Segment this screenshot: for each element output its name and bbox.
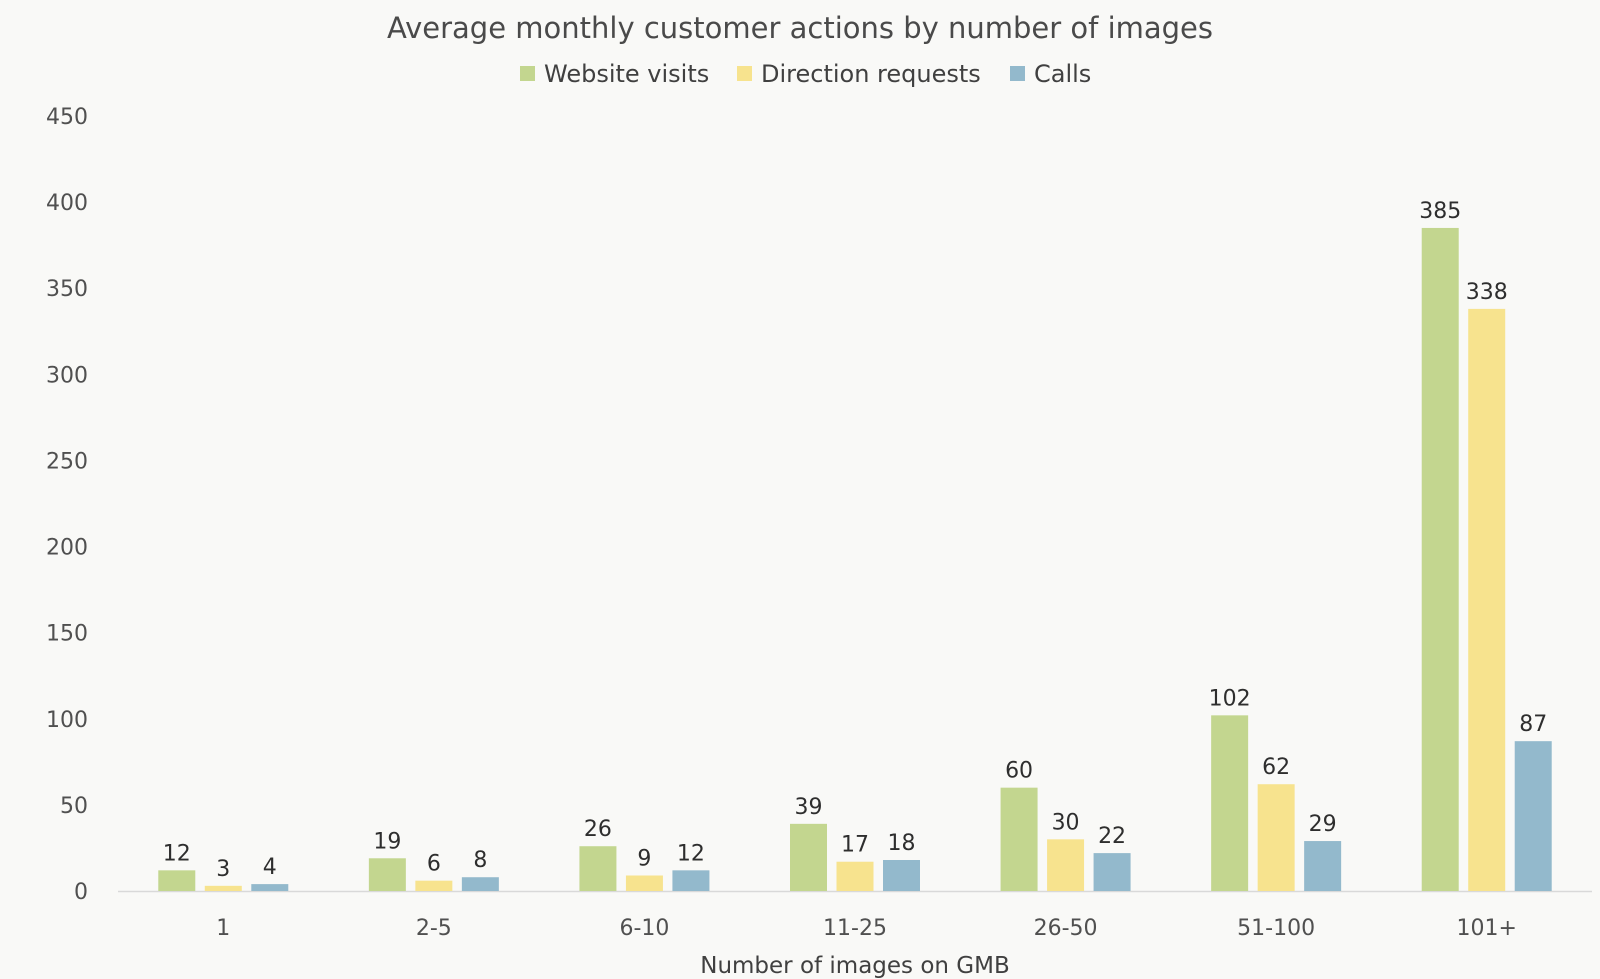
bar-website-visits-101-plus	[1421, 227, 1459, 891]
data-label-calls-26-50: 22	[1098, 824, 1126, 849]
y-tick-label-50: 50	[60, 794, 88, 819]
x-axis-title: Number of images on GMB	[700, 953, 1010, 979]
bar-calls-6-10	[672, 870, 710, 891]
y-tick-label-250: 250	[46, 449, 88, 474]
data-label-direction-requests-11-25: 17	[841, 833, 869, 858]
data-label-calls-2-5: 8	[473, 848, 487, 873]
data-label-calls-6-10: 12	[677, 841, 705, 866]
y-axis: 0 50 100 150 200 250 300 350 400 450	[46, 105, 88, 905]
data-label-website-visits-1: 12	[163, 841, 191, 866]
bar-website-visits-6-10	[579, 846, 617, 891]
legend-swatch-calls	[1010, 66, 1025, 81]
y-tick-label-350: 350	[46, 277, 88, 302]
y-tick-label-0: 0	[74, 880, 88, 905]
data-label-direction-requests-101-plus: 338	[1466, 280, 1508, 305]
legend: Website visits Direction requests Calls	[520, 60, 1091, 88]
y-tick-label-450: 450	[46, 105, 88, 130]
data-label-website-visits-6-10: 26	[584, 817, 612, 842]
bar-website-visits-2-5	[368, 858, 406, 891]
legend-swatch-direction-requests	[737, 66, 752, 81]
data-label-website-visits-101-plus: 385	[1419, 199, 1461, 224]
x-tick-label-1: 1	[216, 916, 230, 941]
plot-area: 12 3 4 19 6 8 26 9 12 39 17 18 60 30 22 102 62 29 385 338 87	[118, 199, 1592, 893]
legend-label-direction-requests: Direction requests	[761, 60, 981, 88]
bar-calls-11-25	[883, 860, 920, 891]
data-label-direction-requests-2-5: 6	[427, 852, 441, 877]
bar-direction-requests-101-plus	[1468, 308, 1506, 891]
x-tick-label-101-plus: 101+	[1456, 916, 1516, 941]
bar-calls-26-50	[1093, 853, 1131, 891]
bar-direction-requests-11-25	[836, 861, 874, 891]
data-label-direction-requests-51-100: 62	[1262, 755, 1290, 780]
data-label-website-visits-11-25: 39	[795, 795, 823, 820]
data-label-direction-requests-1: 3	[216, 857, 230, 882]
legend-swatch-website-visits	[520, 66, 535, 81]
bar-direction-requests-6-10	[625, 875, 663, 891]
data-label-calls-1: 4	[263, 855, 277, 880]
x-tick-label-26-50: 26-50	[1034, 916, 1098, 941]
data-label-calls-11-25: 18	[888, 831, 916, 856]
y-tick-label-200: 200	[46, 536, 88, 561]
bar-calls-51-100	[1304, 841, 1342, 891]
bar-calls-1	[251, 884, 289, 891]
y-tick-label-300: 300	[46, 363, 88, 388]
legend-label-website-visits: Website visits	[544, 60, 709, 88]
x-tick-label-11-25: 11-25	[823, 916, 887, 941]
bar-website-visits-1	[158, 870, 196, 891]
x-tick-label-6-10: 6-10	[619, 916, 669, 941]
legend-label-calls: Calls	[1034, 60, 1091, 88]
data-label-website-visits-2-5: 19	[373, 829, 401, 854]
bar-direction-requests-51-100	[1257, 784, 1295, 891]
data-label-calls-101-plus: 87	[1519, 712, 1547, 737]
data-label-website-visits-51-100: 102	[1209, 686, 1251, 711]
data-label-direction-requests-6-10: 9	[637, 847, 651, 872]
bar-website-visits-26-50	[1000, 787, 1038, 891]
x-tick-label-2-5: 2-5	[416, 916, 452, 941]
bar-direction-requests-1	[204, 885, 242, 891]
data-label-calls-51-100: 29	[1309, 812, 1337, 837]
data-label-direction-requests-26-50: 30	[1052, 810, 1080, 835]
bar-direction-requests-2-5	[415, 880, 453, 891]
bar-website-visits-11-25	[790, 823, 827, 891]
bar-direction-requests-26-50	[1047, 839, 1085, 891]
y-tick-label-400: 400	[46, 191, 88, 216]
x-tick-label-51-100: 51-100	[1237, 916, 1315, 941]
y-tick-label-150: 150	[46, 622, 88, 647]
chart-title: Average monthly customer actions by numb…	[387, 11, 1213, 45]
bar-website-visits-51-100	[1211, 715, 1249, 891]
bar-calls-101-plus	[1514, 741, 1552, 891]
y-tick-label-100: 100	[46, 708, 88, 733]
data-label-website-visits-26-50: 60	[1005, 759, 1033, 784]
bar-calls-2-5	[461, 877, 499, 891]
x-axis: 1 2-5 6-10 11-25 26-50 51-100 101+	[216, 916, 1517, 941]
